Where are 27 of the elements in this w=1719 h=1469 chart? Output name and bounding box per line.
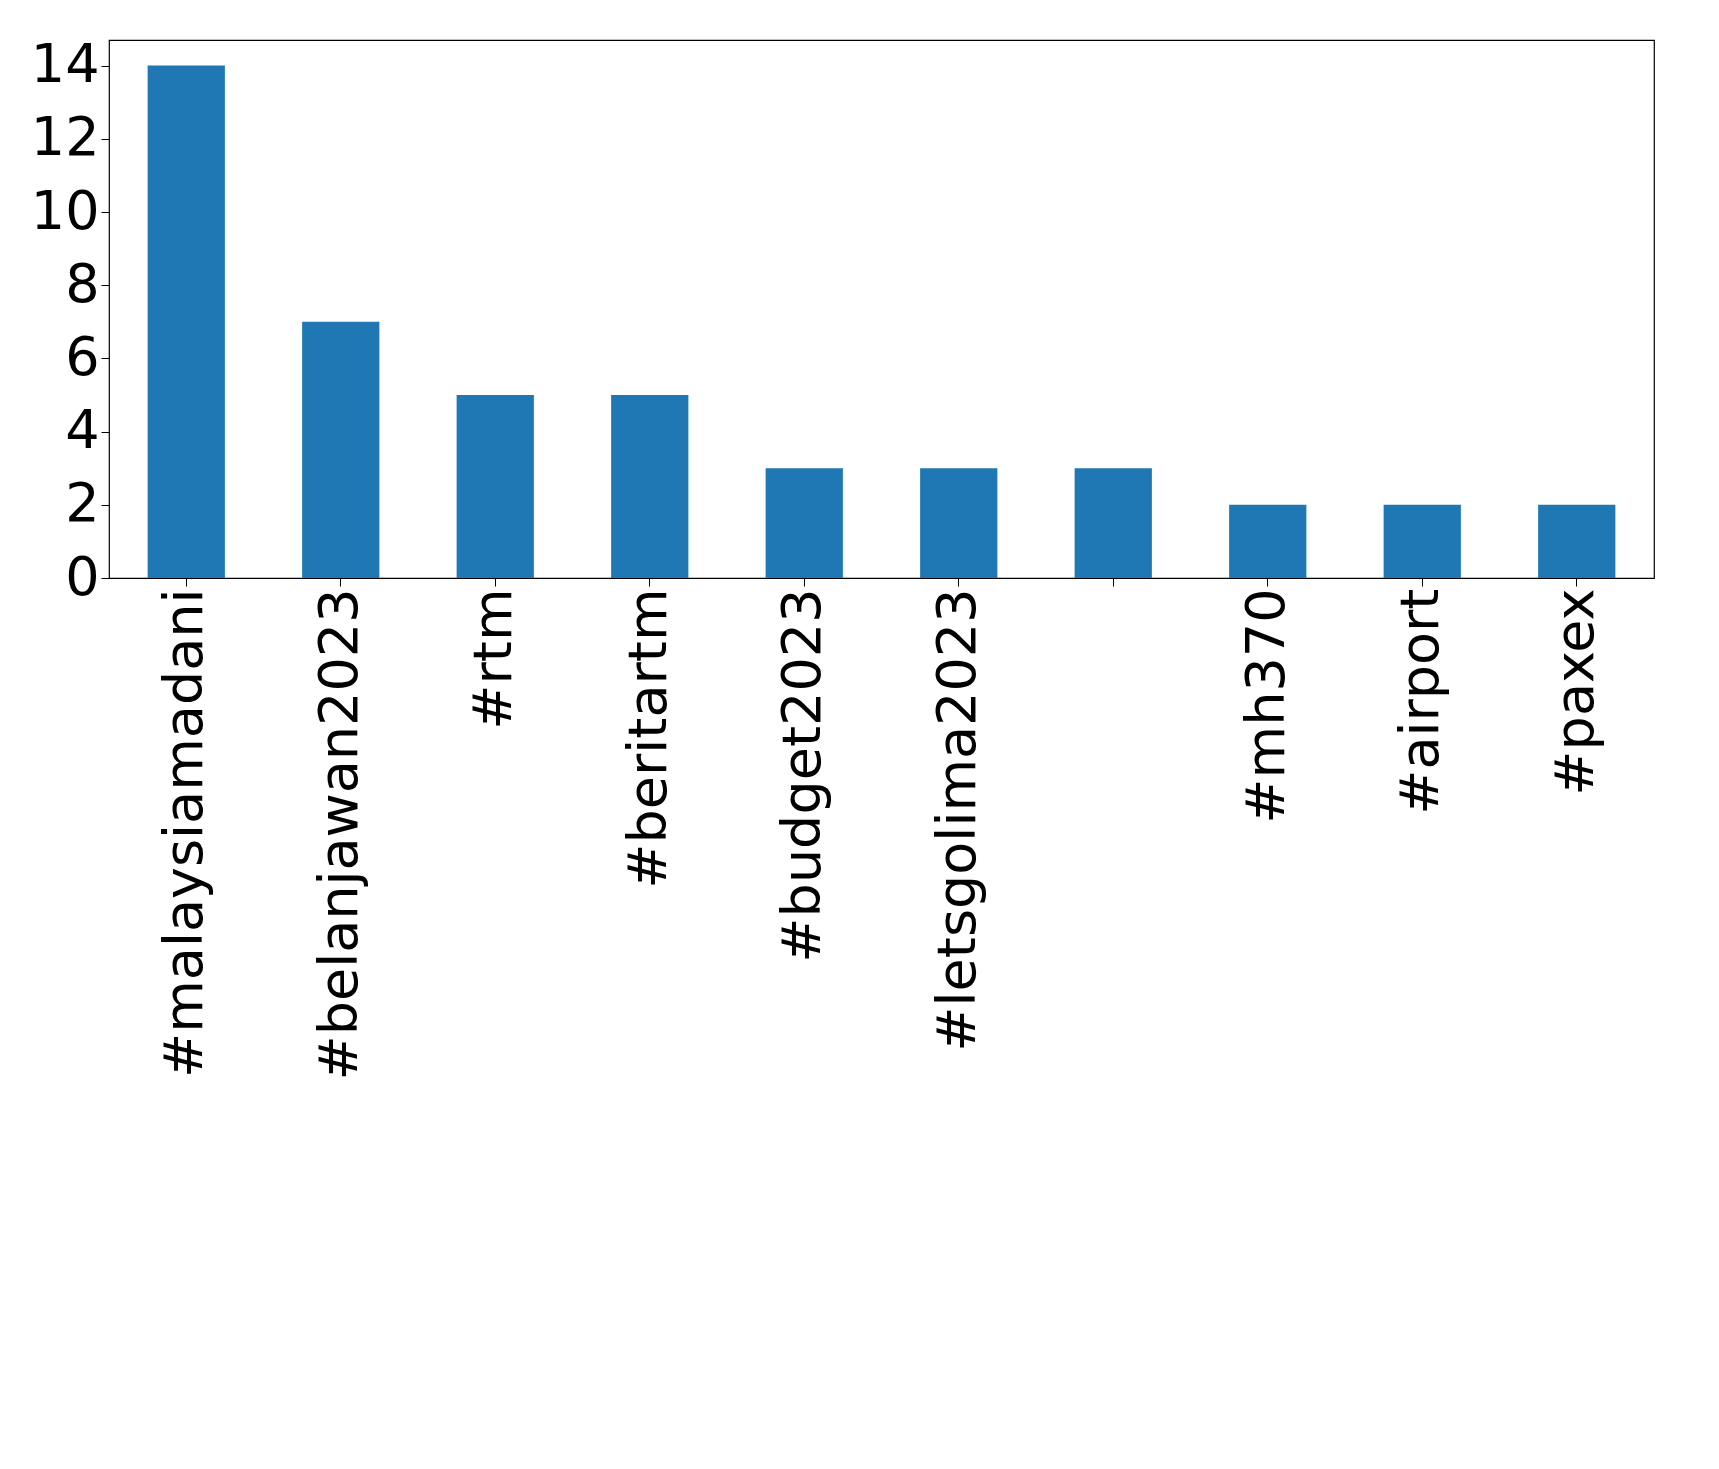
y-tick-label: 0 (65, 544, 100, 608)
y-tick-label: 10 (30, 178, 100, 242)
bar (765, 468, 843, 578)
x-tick-label: #letsgolima2023 (924, 588, 988, 1052)
x-tick-label: #belanjawan2023 (306, 588, 370, 1081)
y-tick-label: 4 (65, 398, 100, 462)
x-tick-label: #mh370 (1233, 588, 1297, 824)
bar (456, 395, 534, 578)
x-tick-label: #rtm (461, 588, 525, 730)
bar (302, 321, 380, 578)
y-tick-label: 8 (65, 251, 100, 315)
y-tick-label: 2 (65, 471, 100, 535)
x-tick-label: #paxex (1542, 588, 1606, 796)
y-tick-label: 14 (30, 32, 100, 96)
x-tick-label: #budget2023 (770, 588, 834, 963)
y-tick-label: 6 (65, 324, 100, 388)
y-tick-label: 12 (30, 105, 100, 169)
bar (1229, 504, 1307, 578)
bar (1074, 468, 1152, 578)
bar (1383, 504, 1461, 578)
bar (1538, 504, 1616, 578)
bar (611, 395, 689, 578)
x-tick-label: #malaysiamadani (152, 588, 216, 1079)
bar (147, 65, 225, 578)
x-tick-label: #airport (1388, 588, 1452, 815)
bar (920, 468, 998, 578)
x-tick-label: #beritartm (615, 588, 679, 889)
